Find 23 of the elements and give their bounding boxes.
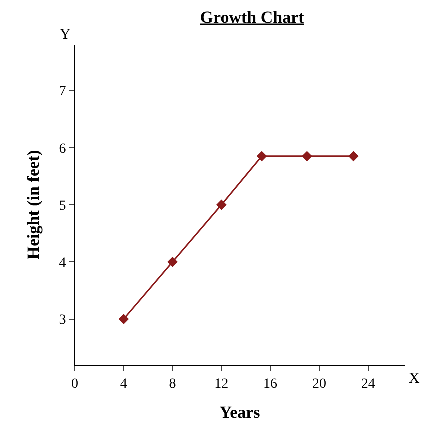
x-tick-label: 0 [72,376,78,392]
x-tick-label: 20 [312,376,326,392]
y-tick-label: 7 [59,84,66,100]
point [348,151,359,162]
point [302,151,312,162]
y-tick-label: 4 [59,256,66,272]
chart-title: Growth Chart [200,8,305,27]
text: X [409,371,420,387]
x-axis-title: Years [220,403,261,422]
text: Y [60,27,71,43]
y-tick-label: 6 [59,142,66,157]
x-tick-label: 24 [361,376,376,392]
x-tick-label: 16 [264,376,278,392]
point [256,151,268,162]
y-axis-title: Height (in feet) [24,150,43,260]
point [118,314,130,324]
point [216,200,227,210]
y-tick-label: 3 [59,313,66,328]
x-tick-label: 4 [120,376,128,392]
x-tick-label: 8 [169,376,176,392]
x-tick-label: 12 [214,376,229,392]
y-tick-label: 5 [59,198,66,214]
point [168,256,178,268]
